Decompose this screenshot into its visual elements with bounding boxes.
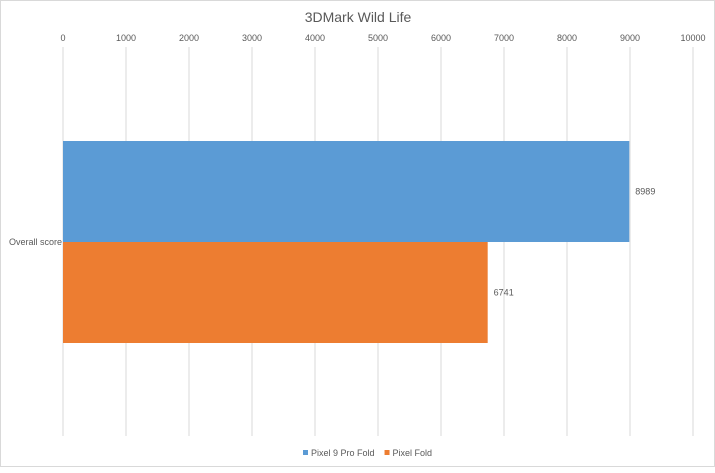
x-tick-label: 7000 [494, 33, 514, 43]
legend-label: Pixel 9 Pro Fold [311, 448, 375, 458]
x-tick-label: 1000 [116, 33, 136, 43]
data-label: 8989 [635, 187, 655, 197]
x-tick-label: 9000 [620, 33, 640, 43]
x-tick-label: 5000 [368, 33, 388, 43]
x-tick-label: 2000 [179, 33, 199, 43]
x-tick-label: 3000 [242, 33, 262, 43]
x-tick-label: 4000 [305, 33, 325, 43]
legend-swatch [303, 450, 308, 455]
x-tick-label: 8000 [557, 33, 577, 43]
bar-pixel-9-pro-fold [63, 141, 630, 242]
x-tick-label: 0 [60, 33, 65, 43]
x-tick-label: 10000 [680, 33, 705, 43]
category-label: Overall score [9, 237, 62, 247]
legend-swatch [384, 450, 390, 455]
x-tick-label: 6000 [431, 33, 451, 43]
chart-title: 3DMark Wild Life [305, 9, 412, 25]
data-label: 6741 [494, 288, 514, 298]
bar-pixel-fold [63, 242, 488, 343]
legend-label: Pixel Fold [393, 448, 433, 458]
